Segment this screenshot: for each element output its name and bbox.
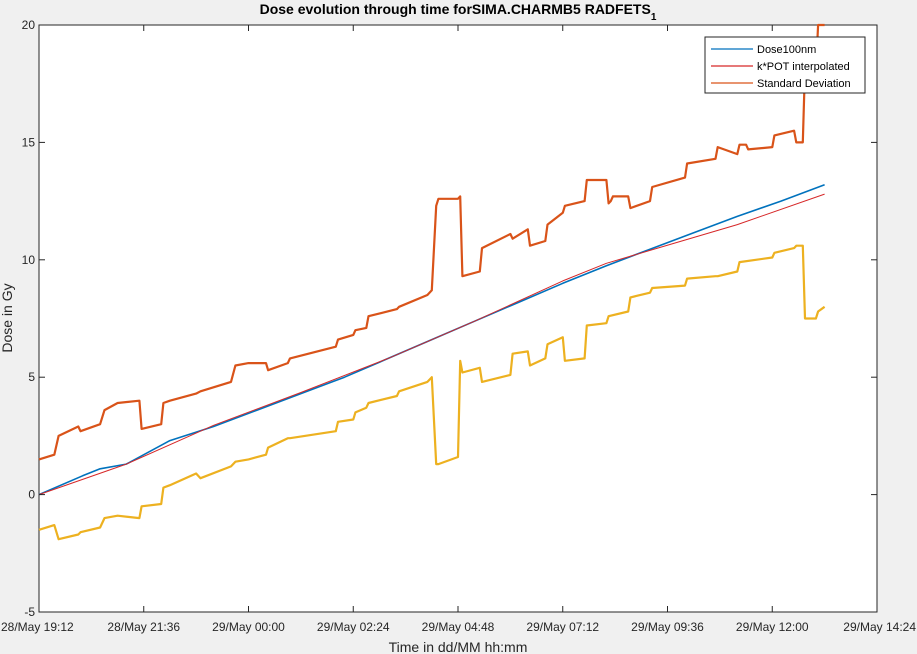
y-tick-label: 5 <box>28 370 35 384</box>
y-tick-label: 0 <box>28 488 35 502</box>
y-tick-label: 10 <box>22 253 36 267</box>
x-tick-label: 29/May 14:24 <box>843 620 916 634</box>
legend-box <box>704 36 866 94</box>
legend: Dose100nm k*POT interpolated Standard De… <box>704 36 866 94</box>
legend-label-dose: Dose100nm <box>757 44 816 56</box>
y-tick-label: 15 <box>22 135 36 149</box>
x-tick-label: 29/May 00:00 <box>212 620 285 634</box>
series-layer <box>38 23 826 541</box>
x-tick-label: 29/May 12:00 <box>736 620 809 634</box>
y-axis-title: Dose in Gy <box>0 283 15 352</box>
x-tick-label: 29/May 09:36 <box>631 620 704 634</box>
legend-label-pot: k*POT interpolated <box>757 61 850 73</box>
series-line-lower <box>38 244 826 541</box>
plot-area <box>38 24 878 613</box>
series-line-pot <box>38 193 825 496</box>
chart-title-subscript: 1 <box>651 12 657 23</box>
chart-title-main: Dose evolution through time forSIMA.CHAR… <box>260 1 651 17</box>
x-tick-label: 29/May 04:48 <box>422 620 495 634</box>
legend-label-std: Standard Deviation <box>757 78 851 90</box>
chart-title: Dose evolution through time forSIMA.CHAR… <box>260 1 657 23</box>
y-tick-label: 20 <box>22 18 36 32</box>
x-axis-title: Time in dd/MM hh:mm <box>389 639 528 654</box>
x-tick-label: 28/May 19:12 <box>1 620 74 634</box>
y-tick-label: -5 <box>24 605 35 619</box>
x-tick-label: 28/May 21:36 <box>107 620 180 634</box>
axis-layer: 28/May 19:12 28/May 21:36 29/May 00:00 29/M… <box>1 18 916 634</box>
x-tick-label: 29/May 07:12 <box>526 620 599 634</box>
x-tick-label: 29/May 02:24 <box>317 620 390 634</box>
series-line-upper <box>38 23 825 461</box>
